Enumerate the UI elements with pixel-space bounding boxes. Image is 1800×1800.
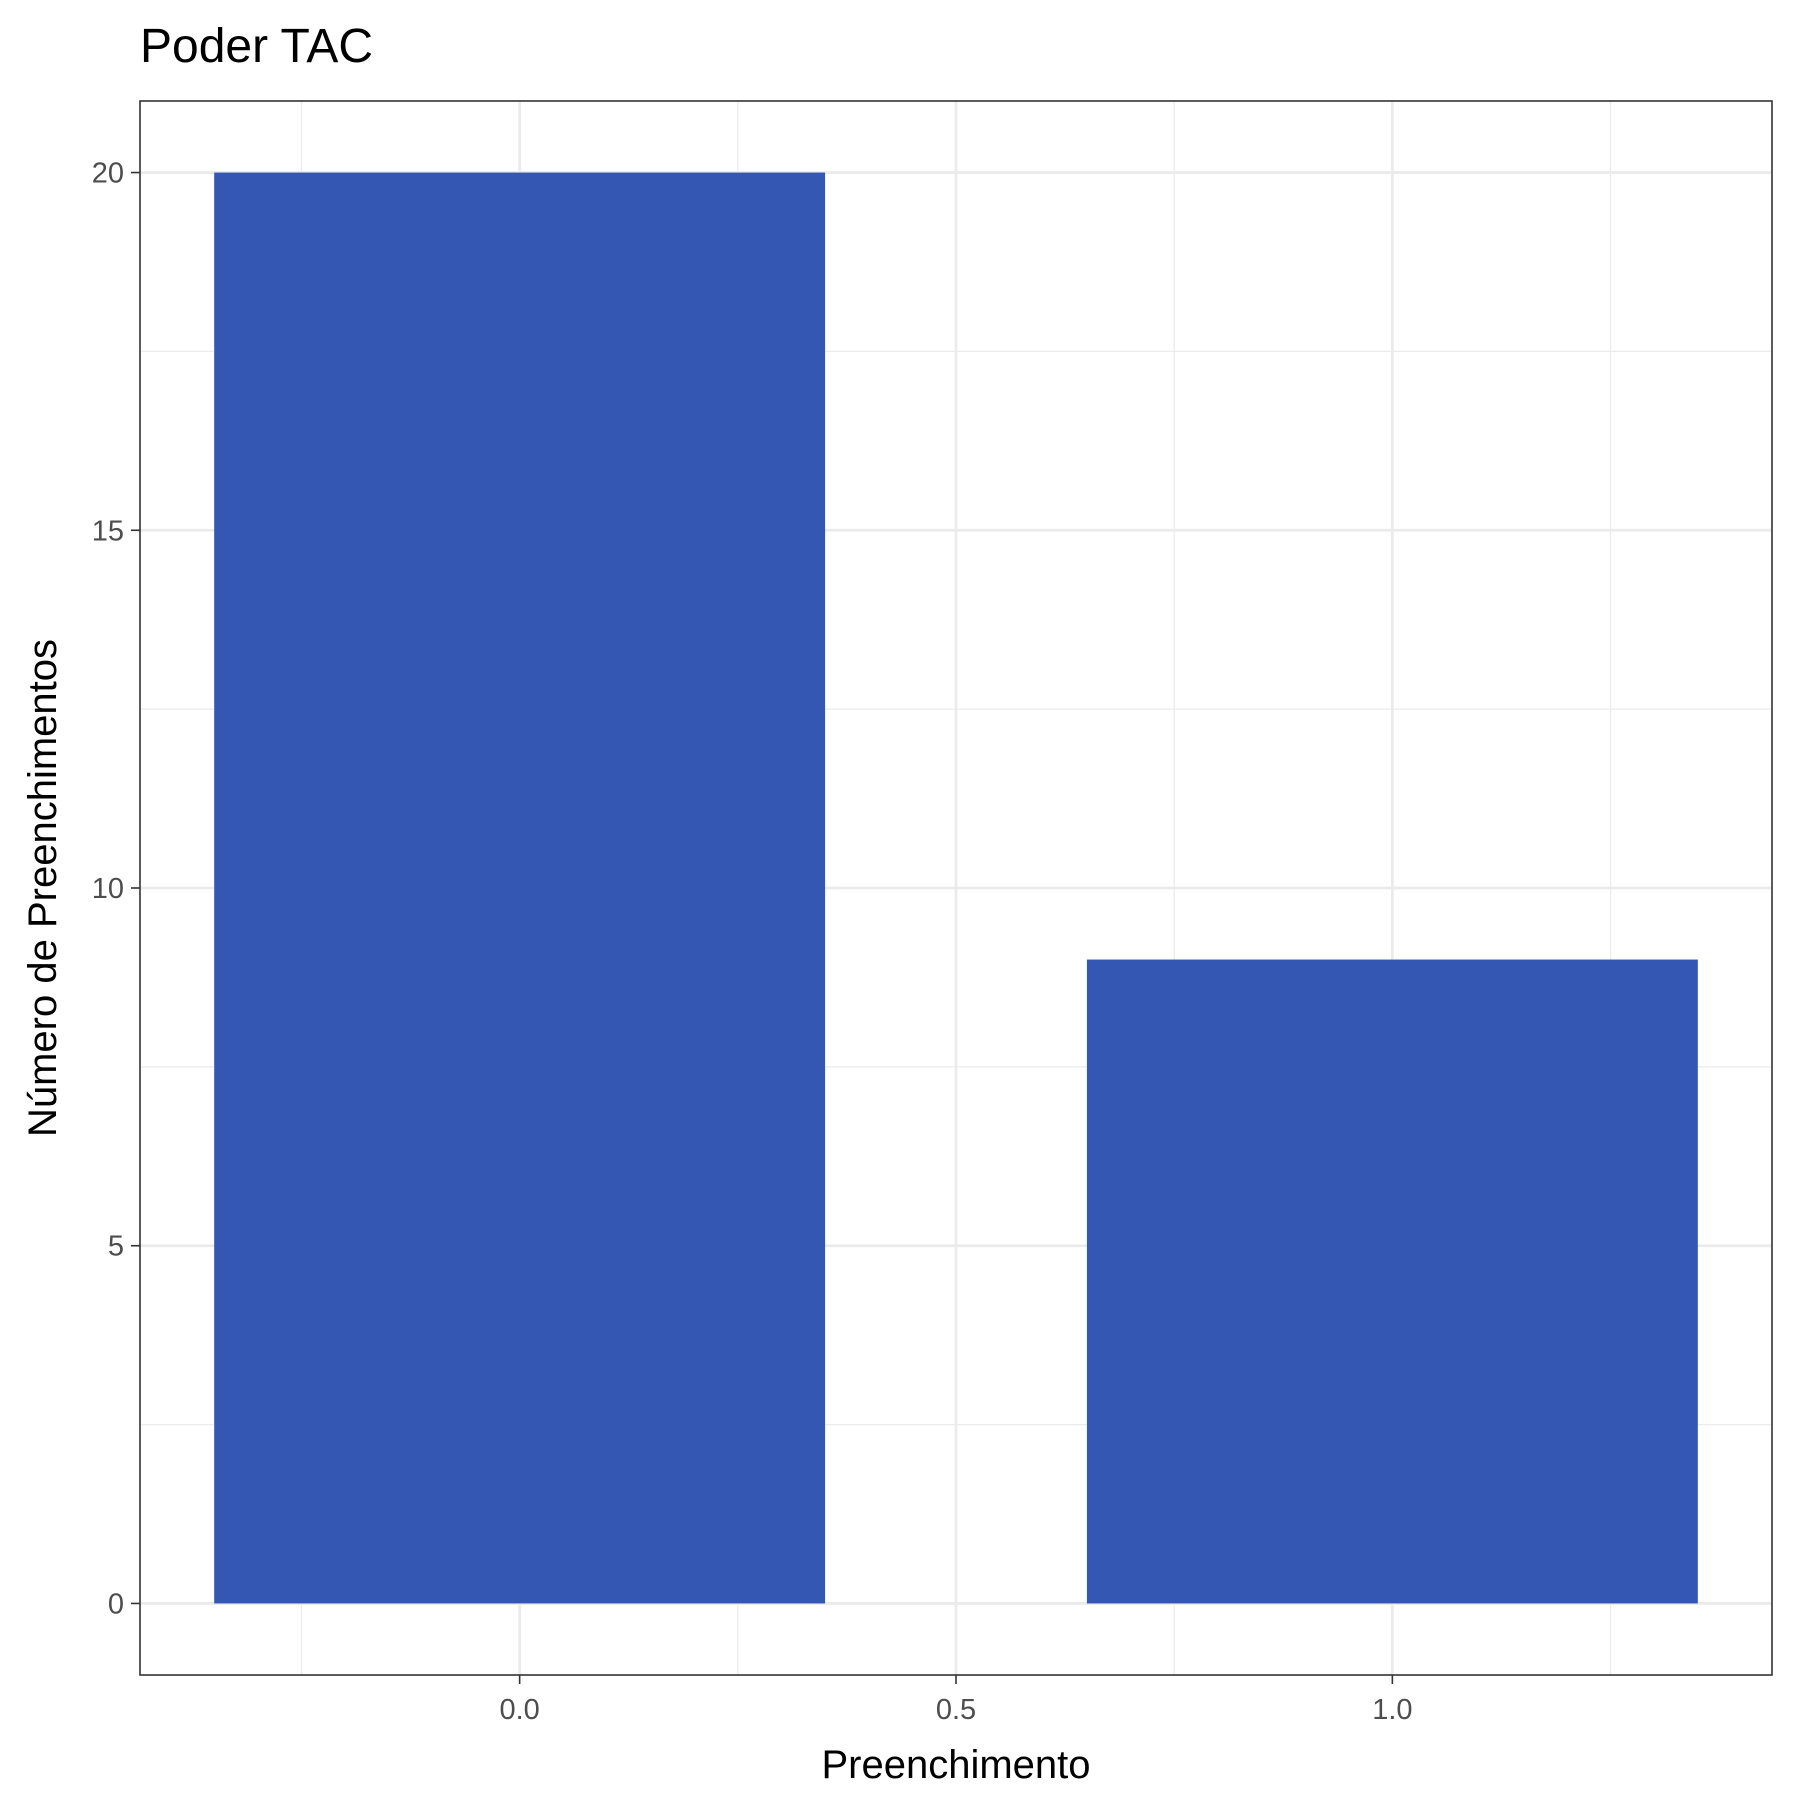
y-axis-ticks: 0 5 10 15 20: [92, 158, 140, 1620]
x-axis-title: Preenchimento: [821, 1743, 1090, 1787]
y-tick-label: 5: [108, 1231, 124, 1263]
bars: [214, 172, 1698, 1604]
y-axis-title: Número de Preenchimentos: [21, 639, 65, 1137]
y-tick-label: 15: [92, 515, 124, 547]
y-tick-label: 10: [92, 873, 124, 905]
x-tick-label: 0.0: [499, 1694, 539, 1726]
bar: [214, 172, 826, 1604]
y-tick-label: 20: [92, 158, 124, 190]
x-tick-label: 1.0: [1372, 1694, 1412, 1726]
bar: [1086, 959, 1698, 1604]
chart-title: Poder TAC: [140, 20, 373, 73]
x-tick-label: 0.5: [936, 1694, 976, 1726]
y-tick-label: 0: [108, 1588, 124, 1620]
x-axis-ticks: 0.0 0.5 1.0: [499, 1675, 1413, 1726]
